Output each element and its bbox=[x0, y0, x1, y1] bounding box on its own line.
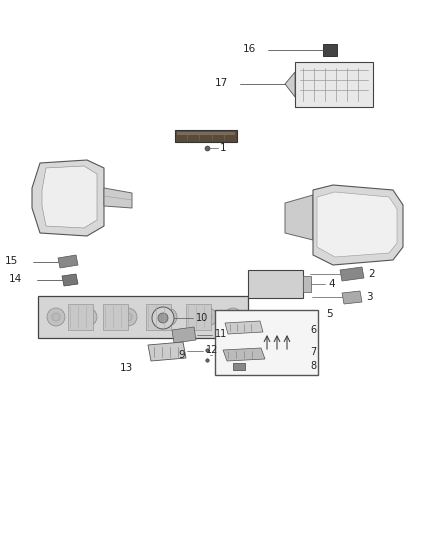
Circle shape bbox=[204, 313, 212, 321]
Text: 5: 5 bbox=[326, 309, 332, 319]
Circle shape bbox=[164, 313, 172, 321]
Circle shape bbox=[119, 308, 137, 326]
Polygon shape bbox=[285, 72, 295, 97]
Polygon shape bbox=[285, 195, 313, 240]
Polygon shape bbox=[58, 255, 78, 268]
Polygon shape bbox=[313, 185, 403, 265]
Polygon shape bbox=[225, 321, 263, 334]
Circle shape bbox=[158, 313, 168, 323]
Text: 6: 6 bbox=[310, 325, 316, 335]
Text: 10: 10 bbox=[196, 313, 208, 323]
Circle shape bbox=[52, 313, 60, 321]
Text: 13: 13 bbox=[120, 363, 133, 373]
Bar bbox=[175, 130, 237, 142]
Bar bbox=[215, 310, 318, 375]
Polygon shape bbox=[42, 166, 97, 228]
Polygon shape bbox=[62, 274, 78, 286]
Text: 4: 4 bbox=[328, 279, 335, 289]
Text: 3: 3 bbox=[366, 292, 373, 302]
Polygon shape bbox=[104, 188, 132, 208]
Text: 15: 15 bbox=[5, 256, 18, 266]
Bar bbox=[323, 44, 337, 56]
Text: 7: 7 bbox=[310, 347, 316, 357]
Text: 2: 2 bbox=[368, 269, 374, 279]
Bar bbox=[248, 270, 303, 298]
Polygon shape bbox=[223, 348, 265, 361]
Circle shape bbox=[224, 308, 242, 326]
Circle shape bbox=[159, 308, 177, 326]
Polygon shape bbox=[148, 342, 186, 361]
Bar bbox=[38, 296, 248, 338]
Polygon shape bbox=[172, 327, 196, 343]
Polygon shape bbox=[32, 160, 104, 236]
Text: 17: 17 bbox=[215, 78, 228, 88]
Bar bbox=[186, 304, 211, 330]
Circle shape bbox=[152, 307, 174, 329]
Circle shape bbox=[84, 313, 92, 321]
Text: 8: 8 bbox=[310, 361, 316, 371]
Polygon shape bbox=[342, 291, 362, 304]
Bar bbox=[177, 132, 235, 135]
Text: 12: 12 bbox=[206, 345, 219, 355]
Circle shape bbox=[47, 308, 65, 326]
Bar bbox=[146, 304, 171, 330]
Circle shape bbox=[79, 308, 97, 326]
Bar bbox=[295, 62, 373, 107]
Bar bbox=[233, 363, 245, 370]
Bar bbox=[103, 304, 128, 330]
Text: 14: 14 bbox=[9, 274, 22, 284]
Circle shape bbox=[199, 308, 217, 326]
Text: 11: 11 bbox=[215, 329, 227, 339]
Text: 16: 16 bbox=[243, 44, 256, 54]
Bar bbox=[303, 276, 311, 292]
Text: 9: 9 bbox=[178, 350, 185, 360]
Polygon shape bbox=[317, 192, 397, 257]
Text: 1: 1 bbox=[220, 143, 226, 153]
Bar bbox=[68, 304, 93, 330]
Polygon shape bbox=[340, 267, 364, 281]
Circle shape bbox=[229, 313, 237, 321]
Circle shape bbox=[124, 313, 132, 321]
